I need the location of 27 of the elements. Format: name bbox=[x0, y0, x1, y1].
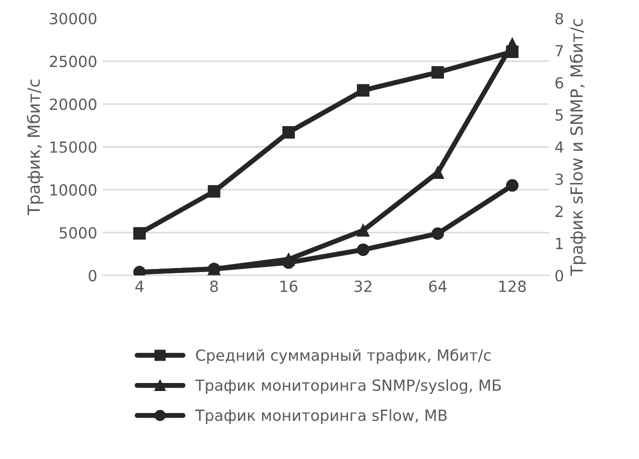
y2-tick-label: 2 bbox=[556, 206, 563, 217]
y-tick-label: 20000 bbox=[50, 98, 96, 110]
legend-label: Трафик мониторинга sFlow, MB bbox=[195, 409, 447, 424]
x-tick-label: 32 bbox=[354, 280, 372, 292]
legend-label: Трафик мониторинга SNMP/syslog, МБ bbox=[195, 379, 501, 394]
y2-axis-title: Трафик sFlow и SNMP, Мбит/с bbox=[570, 19, 586, 276]
y2-tick-label: 4 bbox=[555, 142, 564, 153]
y2-tick-label: 6 bbox=[555, 77, 564, 89]
x-tick-label: 64 bbox=[429, 280, 447, 292]
y-tick-label: 25000 bbox=[50, 56, 96, 68]
x-tick-label: 16 bbox=[280, 280, 298, 292]
x-tick-label: 128 bbox=[499, 280, 526, 292]
y2-tick-label: 1 bbox=[556, 238, 563, 250]
y2-tick-label: 3 bbox=[556, 173, 563, 186]
y2-tick-label: 7 bbox=[556, 45, 563, 56]
y-axis-title: Трафик, Мбит/с bbox=[26, 80, 44, 216]
y2-tick-label: 0 bbox=[555, 270, 564, 282]
y-tick-label: 30000 bbox=[50, 12, 96, 24]
legend-label: Средний суммарный трафик, Мбит/с bbox=[196, 348, 491, 364]
y-tick-label: 10000 bbox=[50, 184, 96, 196]
y-tick-label: 15000 bbox=[50, 141, 96, 153]
x-tick-label: 8 bbox=[210, 280, 218, 292]
y-tick-label: 0 bbox=[88, 270, 96, 282]
y2-tick-label: 5 bbox=[556, 109, 563, 121]
x-tick-label: 4 bbox=[135, 280, 144, 292]
y2-tick-label: 8 bbox=[555, 12, 564, 24]
y-tick-label: 5000 bbox=[60, 227, 96, 239]
